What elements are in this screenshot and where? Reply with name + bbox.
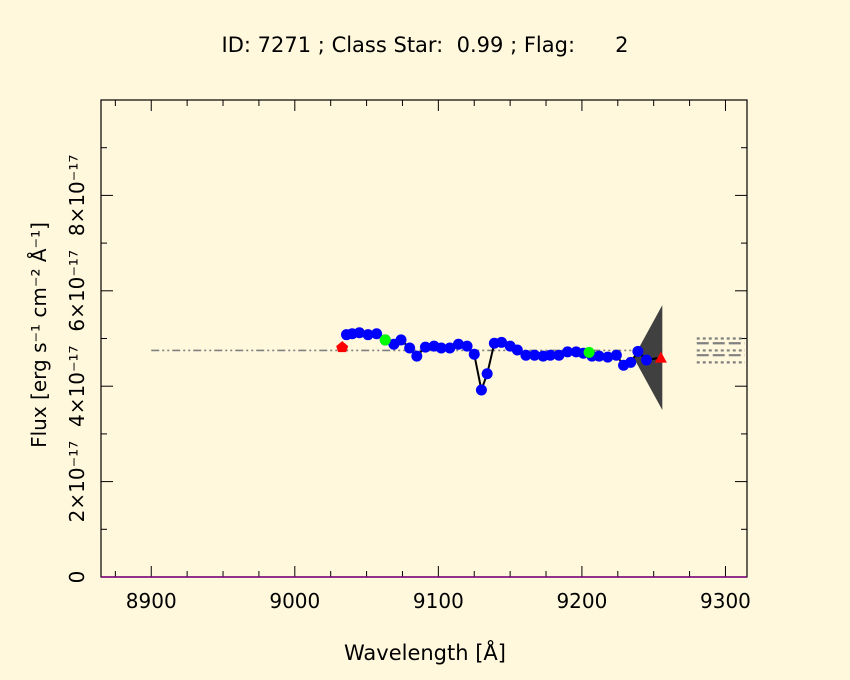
chart-title: ID: 7271 ; Class Star: 0.99 ; Flag: 2 [222, 33, 629, 57]
spectrum-point [553, 349, 565, 361]
x-tick-label: 9200 [556, 589, 607, 613]
spectrum-point [593, 350, 605, 362]
spectrum-point [444, 342, 456, 354]
spectrum-point [461, 340, 473, 352]
x-axis-label: Wavelength [Å] [344, 639, 506, 665]
title-id-value: 7271 [258, 33, 311, 57]
title-flag-value: 2 [615, 33, 628, 57]
spectrum-point [404, 342, 416, 354]
spectrum-point [562, 346, 574, 358]
title-id-label: ID: [222, 33, 251, 57]
spectrum-point [353, 327, 365, 339]
spectrum-point [435, 342, 447, 354]
spectrum-point [475, 384, 487, 396]
spectrum-point [362, 329, 374, 341]
green-marker [379, 334, 391, 346]
spectrum-point [529, 349, 541, 361]
spectrum-point [625, 356, 637, 368]
y-tick-label: 0 [65, 571, 89, 584]
y-tick-label: 8×10⁻¹⁷ [65, 155, 89, 237]
green-marker [583, 346, 595, 358]
red-marker [654, 351, 667, 363]
red-marker [336, 341, 349, 353]
spectrum-point [419, 341, 431, 353]
spectrum-point [411, 350, 423, 362]
spectrum-point [395, 334, 407, 346]
title-flag-label: Flag: [524, 33, 575, 57]
spectrum-point [602, 351, 614, 363]
y-axis-label: Flux [erg s⁻¹ cm⁻² Å⁻¹] [27, 222, 51, 448]
x-tick-label: 8900 [126, 589, 177, 613]
spectrum-point [520, 349, 532, 361]
spectrum-point [632, 345, 644, 357]
spectrum-point [468, 348, 480, 360]
x-tick-label: 9300 [700, 589, 751, 613]
x-tick-label: 9000 [269, 589, 320, 613]
spectrum-point [610, 349, 622, 361]
spectrum-point [496, 336, 508, 348]
spectrum-point [641, 354, 653, 366]
spectrum-point [452, 338, 464, 350]
chart-marks [101, 305, 747, 578]
x-tick-label: 9100 [413, 589, 464, 613]
axis-tick-labels: 8900 9000 9100 9200 9300 0 2×10⁻¹⁷ 4×10⁻¹⁷ 6×10⁻… [65, 155, 751, 613]
y-tick-label: 2×10⁻¹⁷ [65, 441, 89, 523]
title-class-star-value: 0.99 [457, 33, 504, 57]
spectrum-point [544, 349, 556, 361]
title-class-star-label: Class Star: [332, 33, 444, 57]
spectrum-point [481, 368, 493, 380]
y-tick-label: 6×10⁻¹⁷ [65, 250, 89, 332]
y-tick-label: 4×10⁻¹⁷ [65, 345, 89, 427]
spectrum-point [371, 328, 383, 340]
spectrum-point [511, 344, 523, 356]
